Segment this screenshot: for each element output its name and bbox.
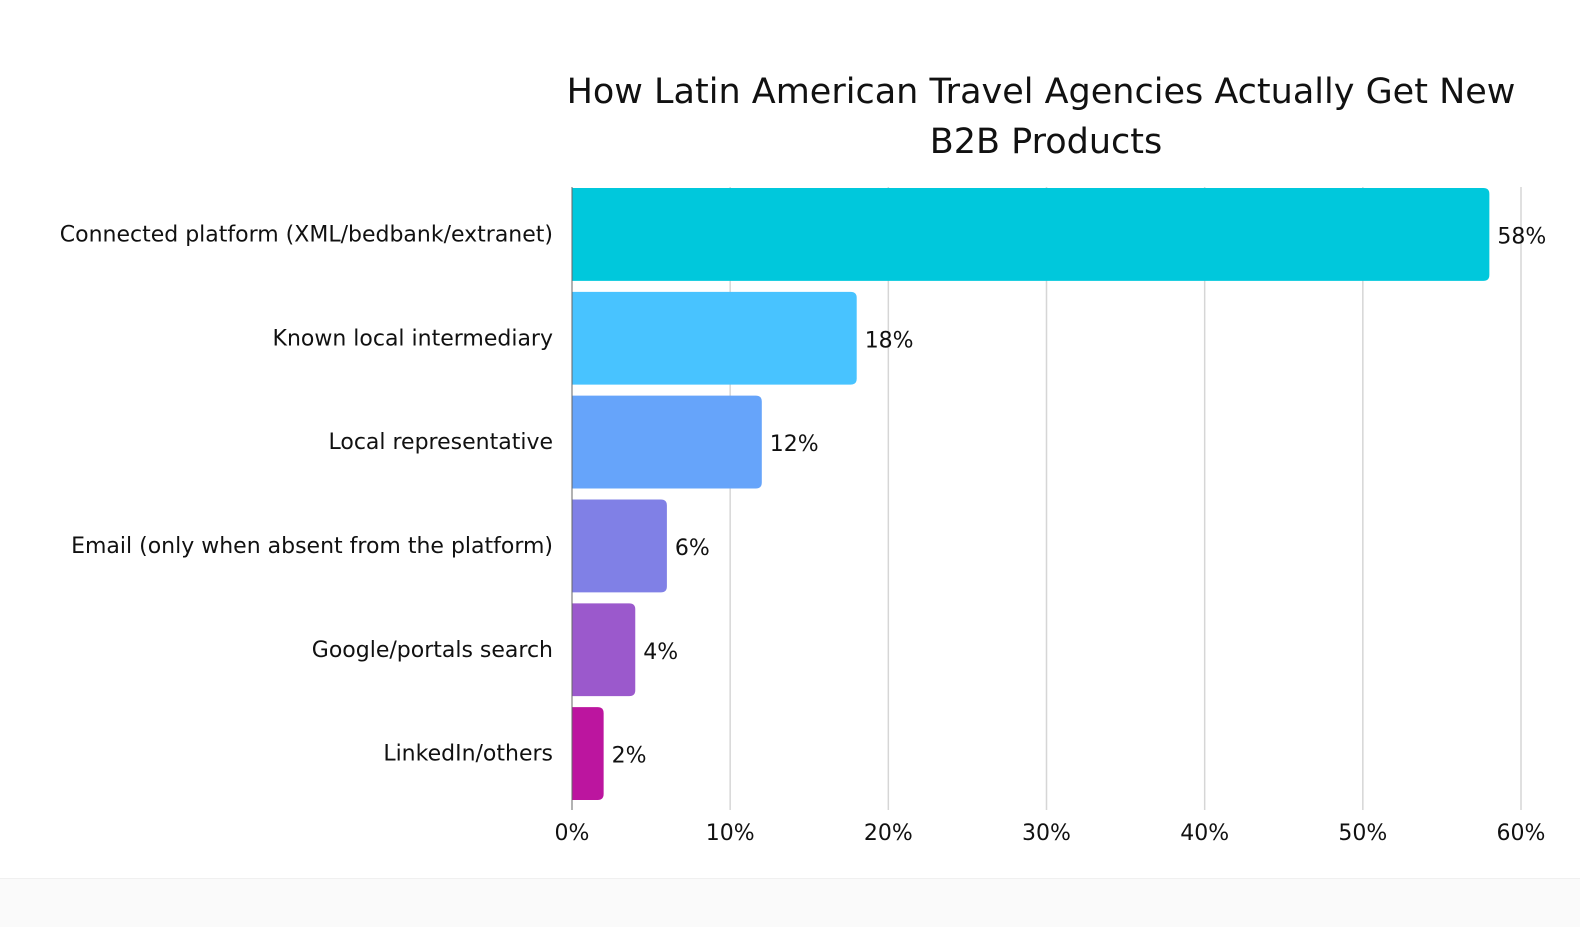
x-tick-label: 20%: [864, 821, 913, 846]
bars: 58% 18% 12% 6% 4% 2%: [572, 188, 1546, 800]
category-label: Known local intermediary: [273, 326, 553, 351]
x-tick-label: 40%: [1180, 821, 1229, 846]
category-label: Google/portals search: [312, 638, 553, 663]
data-label: 2%: [612, 744, 647, 769]
data-label: 6%: [675, 536, 710, 561]
data-label: 12%: [770, 432, 819, 457]
data-label: 4%: [643, 640, 678, 665]
gridlines: [729, 187, 1522, 810]
data-label: 18%: [865, 328, 914, 353]
chart-title-line-2: B2B Products: [930, 122, 1163, 162]
bar: [572, 395, 762, 489]
footer-strip: [0, 878, 1580, 927]
chart-title-line-1: How Latin American Travel Agencies Actua…: [567, 72, 1516, 112]
data-label: 58%: [1497, 224, 1546, 249]
x-tick-label: 30%: [1022, 821, 1071, 846]
x-tick-label: 50%: [1338, 821, 1387, 846]
x-tick-label: 0%: [555, 821, 590, 846]
bar: [572, 291, 857, 385]
x-tick-label: 10%: [706, 821, 755, 846]
bar: [572, 603, 636, 697]
category-label: Local representative: [328, 430, 553, 455]
category-labels: Connected platform (XML/bedbank/extranet…: [60, 222, 553, 766]
x-tick-labels: 0% 10% 20% 30% 40% 50% 60%: [555, 821, 1546, 846]
category-label: Email (only when absent from the platfor…: [71, 534, 553, 559]
x-tick-label: 60%: [1497, 821, 1546, 846]
bar: [572, 188, 1490, 281]
bar: [572, 707, 604, 800]
category-label: Connected platform (XML/bedbank/extranet…: [60, 222, 553, 247]
category-label: LinkedIn/others: [383, 742, 553, 767]
bar: [572, 499, 667, 593]
